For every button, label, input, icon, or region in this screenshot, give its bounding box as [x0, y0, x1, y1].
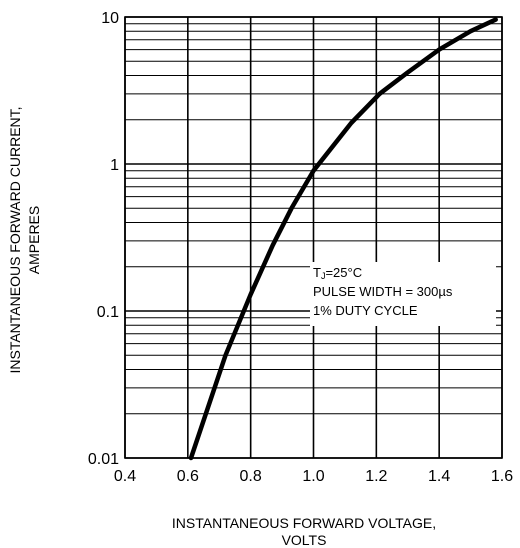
forward-characteristic-curve — [188, 17, 498, 461]
curve-layer — [188, 17, 498, 461]
pulse-width-label: PULSE WIDTH = 300µs — [313, 284, 453, 299]
axes: 0.01 0.1 1 10 0.4 0.6 0.8 1.0 1.2 1.4 1.6 — [88, 10, 513, 485]
x-tick-label: 1.4 — [428, 468, 450, 485]
test-conditions-annotation: TJ=25°C PULSE WIDTH = 300µs 1% DUTY CYCL… — [310, 262, 496, 326]
grid-lines — [124, 16, 503, 459]
x-tick-label: 0.4 — [114, 468, 136, 485]
junction-temperature-label: TJ=25°C — [313, 265, 362, 281]
y-tick-label: 1 — [110, 157, 119, 174]
x-tick-label: 1.6 — [491, 468, 513, 485]
y-axis-label-line-2: AMPERES — [26, 206, 42, 274]
x-tick-label: 0.8 — [240, 468, 262, 485]
y-axis-label-line-1: INSTANTANEOUS FORWARD CURRENT, — [7, 106, 23, 373]
duty-cycle-label: 1% DUTY CYCLE — [313, 303, 418, 318]
y-tick-label: 0.1 — [97, 304, 119, 321]
y-axis-label: INSTANTANEOUS FORWARD CURRENT, AMPERES — [7, 106, 42, 373]
annotation-background — [310, 262, 496, 326]
x-axis-label-line-2: VOLTS — [282, 532, 327, 548]
plot-frame — [124, 16, 503, 459]
x-tick-label: 1.2 — [365, 468, 387, 485]
tj-symbol: T — [313, 265, 321, 280]
x-tick-label: 1.0 — [302, 468, 324, 485]
tj-subscript: J — [321, 271, 326, 281]
tj-value: =25°C — [325, 265, 362, 280]
y-tick-label: 10 — [101, 10, 119, 27]
y-tick-label: 0.01 — [88, 451, 119, 468]
x-axis-label-line-1: INSTANTANEOUS FORWARD VOLTAGE, — [172, 515, 436, 531]
x-axis-label: INSTANTANEOUS FORWARD VOLTAGE, VOLTS — [172, 515, 436, 548]
x-tick-label: 0.6 — [177, 468, 199, 485]
